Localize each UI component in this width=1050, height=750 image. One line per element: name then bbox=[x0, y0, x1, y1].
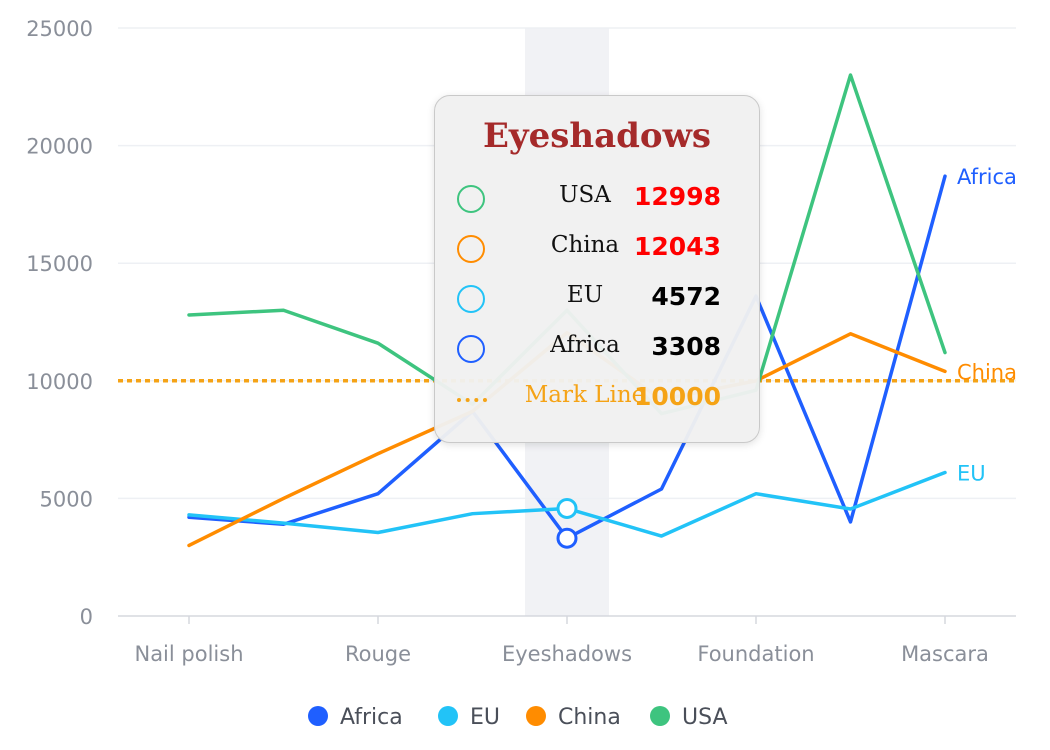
legend-label-china: China bbox=[558, 705, 621, 730]
data-point-eu bbox=[556, 497, 578, 519]
circle-marker-icon bbox=[457, 185, 485, 213]
legend-dot-icon bbox=[438, 706, 458, 726]
legend-label-usa: USA bbox=[682, 705, 728, 730]
tooltip-title: Eyeshadows bbox=[482, 116, 712, 156]
y-axis: 0 5000 10000 15000 20000 25000 bbox=[26, 17, 93, 629]
circle-marker-icon bbox=[457, 285, 485, 313]
tooltip-row-africa: Africa 3308 bbox=[455, 330, 745, 370]
tooltip-series-name: Africa bbox=[550, 332, 620, 358]
y-tick-label: 10000 bbox=[26, 370, 93, 394]
x-tick-label: Mascara bbox=[901, 642, 989, 666]
end-label-africa: Africa bbox=[957, 165, 1017, 189]
tooltip-row-china: China 12043 bbox=[455, 230, 745, 270]
tooltip-series-value: 3308 bbox=[651, 332, 721, 361]
y-tick-label: 15000 bbox=[26, 252, 93, 276]
highlight-points bbox=[556, 497, 578, 549]
y-tick-label: 20000 bbox=[26, 135, 93, 159]
tooltip-row-eu: EU 4572 bbox=[455, 280, 745, 320]
legend-label-eu: EU bbox=[470, 705, 500, 730]
tooltip-mark-line-value: 10000 bbox=[634, 382, 721, 411]
tooltip-series-name: USA bbox=[559, 182, 611, 208]
y-tick-label: 0 bbox=[80, 605, 93, 629]
data-point-africa bbox=[556, 527, 578, 549]
circle-marker-icon bbox=[457, 235, 485, 263]
y-tick-label: 25000 bbox=[26, 17, 93, 41]
tooltip-series-value: 12998 bbox=[634, 182, 721, 211]
legend-dot-icon bbox=[308, 706, 328, 726]
legend-label-africa: Africa bbox=[340, 705, 403, 730]
x-tick-label: Foundation bbox=[697, 642, 814, 666]
tooltip-series-value: 4572 bbox=[651, 282, 721, 311]
circle-marker-icon bbox=[457, 335, 485, 363]
legend-dot-icon bbox=[526, 706, 546, 726]
tooltip-row-mark-line: Mark Line 10000 bbox=[455, 380, 745, 420]
dashed-line-icon bbox=[457, 398, 487, 402]
x-tick-label: Eyeshadows bbox=[502, 642, 632, 666]
tooltip-row-usa: USA 12998 bbox=[455, 180, 745, 220]
tooltip: Eyeshadows USA 12998 China 12043 EU 4572… bbox=[434, 95, 760, 443]
x-tick-label: Nail polish bbox=[134, 642, 243, 666]
end-label-eu: EU bbox=[957, 462, 986, 486]
tooltip-series-name: EU bbox=[566, 282, 604, 308]
series-end-labels: Africa China EU bbox=[957, 165, 1017, 485]
tooltip-series-value: 12043 bbox=[634, 232, 721, 261]
y-tick-label: 5000 bbox=[40, 487, 93, 511]
tooltip-mark-line-name: Mark Line bbox=[524, 382, 646, 408]
x-tick-label: Rouge bbox=[345, 642, 411, 666]
end-label-china: China bbox=[957, 360, 1017, 384]
legend-dot-icon bbox=[650, 706, 670, 726]
x-axis: Nail polish Rouge Eyeshadows Foundation Masc… bbox=[118, 615, 1016, 666]
tooltip-series-name: China bbox=[550, 232, 620, 258]
legend: Africa EU China USA bbox=[308, 705, 728, 730]
